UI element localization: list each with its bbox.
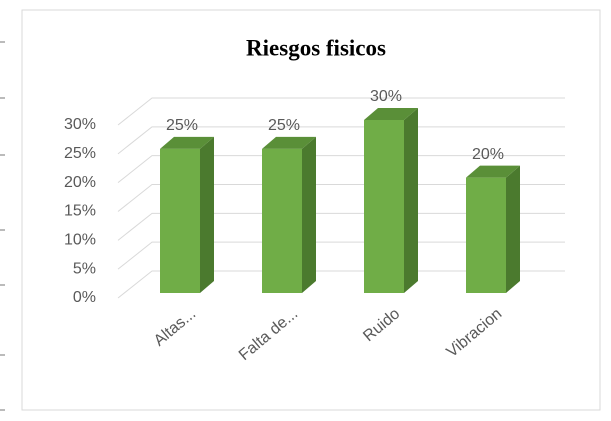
y-tick-label: 20% xyxy=(64,174,96,191)
grid-line xyxy=(117,97,565,126)
y-tick-label: 15% xyxy=(64,203,96,220)
y-tick-label: 30% xyxy=(64,116,96,133)
page-ticks xyxy=(0,41,5,411)
grid-line xyxy=(117,126,565,155)
grid-line xyxy=(117,155,565,184)
bar xyxy=(262,136,316,293)
value-label: 30% xyxy=(370,88,402,105)
bar-top xyxy=(160,136,214,149)
bar-top xyxy=(466,165,520,178)
y-tick-label: 5% xyxy=(73,260,96,277)
chart-title: Riesgos fisicos xyxy=(246,35,386,60)
bar-top xyxy=(364,108,418,120)
bar xyxy=(364,108,418,293)
grid-line xyxy=(117,241,565,270)
y-tick-label: 0% xyxy=(73,289,96,306)
grid-line xyxy=(117,184,565,212)
value-label: 25% xyxy=(166,117,198,134)
bar-front xyxy=(466,177,506,293)
grid-line xyxy=(117,270,565,299)
bar xyxy=(160,136,214,293)
bar-side xyxy=(200,136,214,293)
value-label: 20% xyxy=(472,146,504,163)
value-label: 25% xyxy=(268,117,300,134)
bar-front xyxy=(160,148,200,293)
bar-front xyxy=(262,148,302,293)
y-tick-label: 10% xyxy=(64,232,96,249)
bar xyxy=(466,165,520,293)
bar-top xyxy=(262,136,316,149)
bar-front xyxy=(364,120,404,293)
bar-side xyxy=(404,108,418,293)
bar-side xyxy=(506,165,520,293)
y-tick-label: 25% xyxy=(64,145,96,162)
grid-line xyxy=(117,212,565,241)
bar-side xyxy=(302,136,316,293)
